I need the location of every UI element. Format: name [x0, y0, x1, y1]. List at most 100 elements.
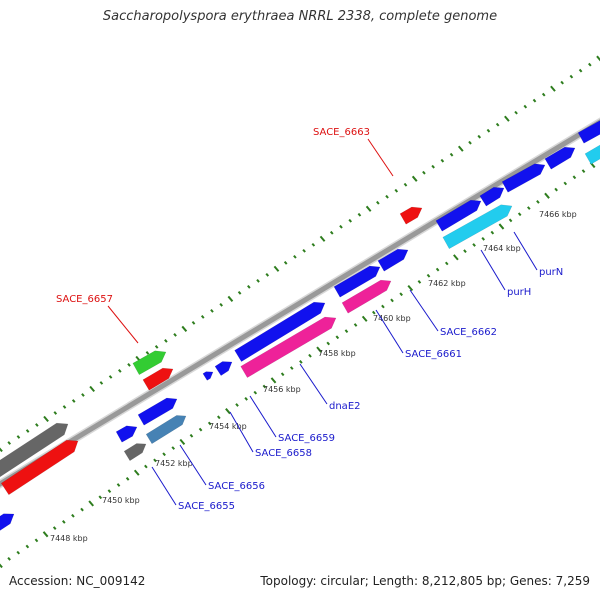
- leader-line: [179, 444, 207, 486]
- upper-ring-tick: [219, 302, 223, 307]
- feature-blue-g: [501, 163, 546, 193]
- feature-red-sace6663: [399, 206, 423, 225]
- upper-ring-tick: [71, 399, 76, 403]
- feature-blue-d: [377, 248, 409, 272]
- upper-ring-tick: [237, 290, 242, 295]
- upper-ring-tick: [578, 68, 583, 73]
- upper-ring-tick: [173, 333, 177, 337]
- upper-ring-tick: [265, 272, 270, 277]
- upper-ring-tick: [440, 158, 445, 163]
- feature-grey-small: [123, 443, 147, 462]
- lower-ring-tick: [426, 273, 431, 278]
- tick-label: 7462 kbp: [428, 279, 466, 288]
- upper-ring-tick: [468, 140, 472, 145]
- upper-ring-tick: [486, 128, 491, 133]
- lower-ring-tick: [536, 200, 540, 204]
- tick-label: 7460 kbp: [373, 314, 411, 323]
- tick-labels: 7448 kbp 7450 kbp 7452 kbp 7454 kbp 7456 kbp…: [50, 210, 577, 543]
- lower-ring-tick: [407, 284, 414, 292]
- gene-label: SACE_6657: [56, 294, 113, 305]
- upper-ring-tick: [514, 110, 518, 115]
- upper-ring-tick: [7, 441, 12, 445]
- lower-ring-tick: [453, 254, 459, 261]
- upper-ring-tick: [181, 325, 188, 332]
- feature-red-far-left: [0, 439, 79, 496]
- upper-ring-tick: [293, 254, 297, 259]
- feature-red-sace6657: [142, 367, 174, 391]
- upper-ring-tick: [53, 411, 58, 415]
- lower-ring-tick: [144, 464, 148, 469]
- upper-ring-tick: [127, 363, 131, 367]
- summary-text: Topology: circular; Length: 8,212,805 bp…: [260, 574, 590, 588]
- accession-text: Accession: NC_009142: [9, 574, 146, 588]
- tick-label: 7454 kbp: [209, 422, 247, 431]
- lower-ring-tick: [107, 489, 112, 494]
- lower-ring-tick: [171, 446, 176, 450]
- upper-ring-tick: [588, 62, 592, 67]
- tick-label: 7448 kbp: [50, 534, 88, 543]
- upper-ring-tick: [550, 85, 556, 92]
- lower-ring-tick: [0, 563, 3, 569]
- feature-grey-far-left: [0, 422, 69, 478]
- upper-ring-tick: [457, 145, 464, 152]
- feature-steel: [145, 415, 187, 445]
- lower-ring-tick: [563, 181, 568, 186]
- upper-ring-tick: [145, 351, 150, 355]
- lower-ring-tick: [116, 483, 121, 487]
- lower-ring-tick: [42, 531, 49, 538]
- upper-ring-tick: [339, 224, 343, 229]
- feature-blue-e: [435, 199, 482, 232]
- tick-label: 7466 kbp: [539, 210, 577, 219]
- leader-line: [107, 305, 139, 344]
- upper-ring-tick: [385, 194, 389, 199]
- lower-ring-tick: [372, 310, 376, 315]
- lower-ring-tick: [244, 396, 248, 401]
- lower-ring-tick: [399, 292, 403, 297]
- leader-line: [409, 289, 439, 332]
- upper-ring-tick: [154, 345, 159, 349]
- gene-label: SACE_6659: [278, 433, 335, 444]
- lower-ring-tick: [16, 550, 21, 555]
- tick-rows: [0, 55, 600, 569]
- lower-ring-tick: [7, 556, 11, 561]
- lower-ring-tick: [133, 469, 140, 476]
- lower-ring-tick: [207, 421, 212, 426]
- lower-ring-tick: [299, 360, 303, 364]
- lower-ring-tick: [554, 187, 558, 192]
- backbone: [0, 117, 600, 489]
- lower-ring-tick: [52, 526, 57, 530]
- feature-cyan-purH: [442, 204, 513, 250]
- lower-ring-tick: [270, 377, 277, 384]
- upper-ring-tick: [191, 321, 196, 325]
- feature-blue-h: [544, 146, 576, 170]
- feature-pink-sace6661: [341, 279, 392, 314]
- upper-ring-tick: [164, 339, 168, 343]
- lower-ring-tick: [326, 341, 331, 346]
- backbone-line: [0, 119, 600, 487]
- upper-ring-tick: [403, 182, 408, 187]
- lower-ring-tick: [162, 452, 166, 457]
- upper-ring-tick: [477, 134, 482, 139]
- lower-ring-tick: [217, 415, 221, 420]
- leader-line: [299, 363, 328, 405]
- lower-ring-tick: [153, 458, 157, 463]
- upper-ring-tick: [247, 284, 251, 289]
- lower-ring-tick: [472, 243, 476, 247]
- gene-label: dnaE2: [329, 401, 361, 412]
- lower-ring-tick: [253, 390, 258, 395]
- gene-label: SACE_6655: [178, 501, 235, 512]
- upper-ring-tick: [35, 423, 39, 427]
- upper-ring-tick: [108, 375, 113, 379]
- lower-ring-tick: [34, 538, 39, 543]
- upper-ring-tick: [302, 248, 306, 253]
- lower-ring-tick: [390, 298, 394, 303]
- upper-ring-tick: [99, 381, 104, 385]
- upper-ring-tick: [541, 92, 546, 97]
- upper-ring-tick: [348, 218, 353, 223]
- feature-blue-edge: [0, 513, 15, 531]
- lower-ring-tick: [417, 280, 422, 284]
- lower-ring-tick: [381, 304, 385, 309]
- upper-ring-tick: [210, 309, 214, 313]
- feature-blue-c: [214, 361, 233, 376]
